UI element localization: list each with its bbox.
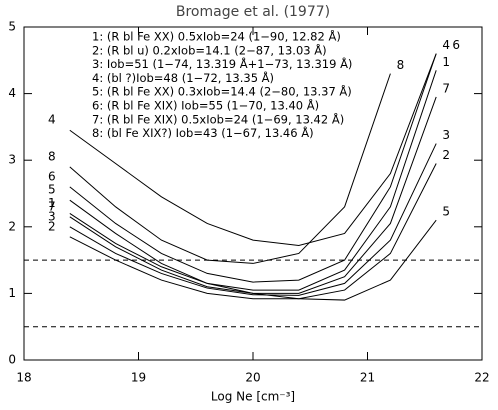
line-label: 7 (442, 81, 450, 95)
line-label: 2 (442, 148, 450, 162)
legend-entry: 3: Iob=51 (1−74, 13.319 Å+1−73, 13.319 Å… (92, 56, 352, 71)
line-label: 7 (48, 199, 56, 213)
line-label: 8 (397, 58, 405, 72)
y-tick-label: 5 (8, 20, 16, 34)
y-tick-label: 0 (8, 353, 16, 367)
line-label: 4 (48, 113, 56, 127)
line-label: 3 (48, 209, 56, 223)
series-line (69, 199, 437, 301)
x-axis-label: Log Ne [cm⁻³] (211, 390, 295, 404)
series-line (69, 53, 437, 246)
series-line (69, 53, 437, 283)
line-label: 5 (48, 183, 56, 197)
line-label: 6 (452, 38, 460, 52)
y-tick-label: 2 (8, 219, 16, 233)
series-line (69, 96, 437, 294)
line-label: 8 (48, 149, 56, 163)
x-tick-label: 18 (16, 371, 31, 385)
y-tick-label: 3 (8, 153, 16, 167)
line-label: 6 (48, 169, 56, 183)
series-line (69, 163, 437, 300)
x-tick-label: 21 (360, 371, 375, 385)
chart-title: Bromage et al. (1977) (176, 4, 330, 20)
series-line (69, 73, 391, 264)
y-tick-label: 1 (8, 286, 16, 300)
legend-entry: 4: (bl ?)Iob=48 (1−72, 13.35 Å) (92, 70, 274, 85)
y-tick-label: 4 (8, 86, 16, 100)
line-label: 4 (442, 38, 450, 52)
line-label: 3 (442, 128, 450, 142)
legend-entry: 6: (R bl Fe XIX) Iob=55 (1−70, 13.40 Å) (92, 98, 319, 113)
series-line (69, 143, 437, 296)
x-tick-label: 22 (474, 371, 489, 385)
x-tick-label: 19 (131, 371, 146, 385)
line-label: 1 (48, 196, 56, 210)
line-label: 1 (442, 55, 450, 69)
line-label: 5 (442, 205, 450, 219)
legend-entry: 1: (R bl Fe XX) 0.5xIob=24 (1−90, 12.82 … (92, 29, 341, 44)
legend-entry: 2: (R bl u) 0.2xIob=14.1 (2−87, 13.03 Å) (92, 42, 327, 57)
series-line (69, 70, 437, 291)
legend-entry: 5: (R bl Fe XX) 0.3xIob=14.4 (2−80, 13.3… (92, 84, 352, 99)
legend-entry: 7: (R bl Fe XIX) 0.5xIob=24 (1−69, 13.42… (92, 111, 344, 126)
legend-entry: 8: (bl Fe XIX?) Iob=43 (1−67, 13.46 Å) (92, 125, 314, 140)
x-tick-label: 20 (245, 371, 260, 385)
line-label: 2 (48, 219, 56, 233)
